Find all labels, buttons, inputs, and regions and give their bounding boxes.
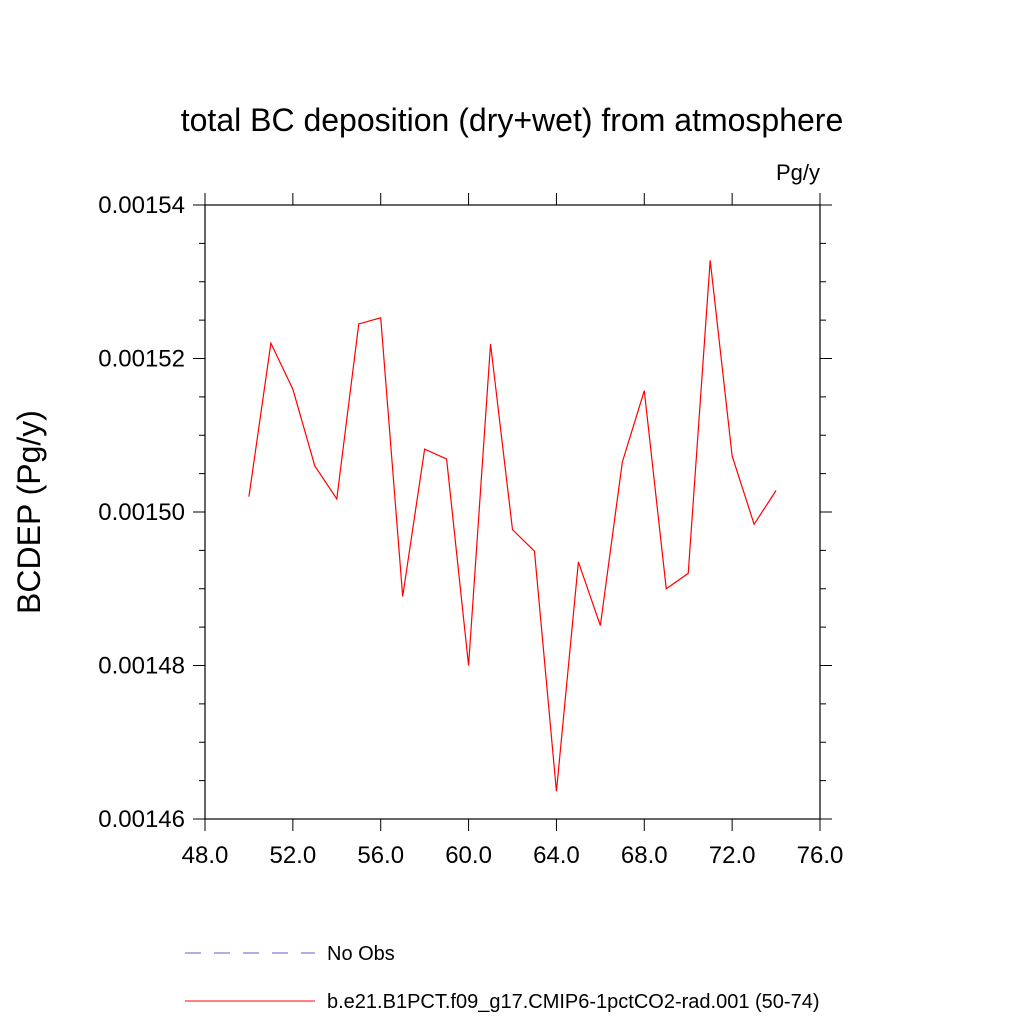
y-tick-label: 0.00152 bbox=[98, 346, 185, 373]
data-point bbox=[402, 596, 403, 597]
data-point bbox=[622, 462, 623, 463]
series-line bbox=[248, 260, 777, 792]
data-point bbox=[534, 551, 535, 552]
data-point bbox=[666, 588, 667, 589]
x-tick-label: 56.0 bbox=[357, 842, 404, 869]
data-point bbox=[270, 343, 271, 344]
plot-frame bbox=[204, 204, 821, 820]
data-point bbox=[380, 317, 381, 318]
data-point bbox=[468, 665, 469, 666]
legend-label: No Obs bbox=[327, 943, 395, 965]
x-tick-label: 72.0 bbox=[709, 842, 756, 869]
x-tick-label: 68.0 bbox=[621, 842, 668, 869]
data-point bbox=[336, 498, 337, 499]
x-tick-label: 48.0 bbox=[182, 842, 229, 869]
data-point bbox=[248, 496, 249, 497]
x-tick-label: 76.0 bbox=[797, 842, 844, 869]
data-point bbox=[358, 323, 359, 324]
chart-title: total BC deposition (dry+wet) from atmos… bbox=[181, 102, 844, 138]
data-point bbox=[688, 573, 689, 574]
y-tick-label: 0.00146 bbox=[98, 806, 185, 833]
data-point bbox=[424, 448, 425, 449]
legend-label: b.e21.B1PCT.f09_g17.CMIP6-1pctCO2-rad.00… bbox=[327, 991, 820, 1013]
data-point bbox=[600, 625, 601, 626]
data-point bbox=[292, 389, 293, 390]
ticks bbox=[193, 193, 832, 831]
data-point bbox=[710, 260, 711, 261]
data-point bbox=[754, 524, 755, 525]
data-point bbox=[578, 561, 579, 562]
x-tick-label: 52.0 bbox=[269, 842, 316, 869]
data-point bbox=[556, 791, 557, 792]
x-tick-label: 64.0 bbox=[533, 842, 580, 869]
data-point bbox=[490, 343, 491, 344]
units-label: Pg/y bbox=[776, 160, 820, 185]
y-axis-label: BCDEP (Pg/y) bbox=[11, 410, 47, 614]
data-point bbox=[644, 390, 645, 391]
data-point bbox=[512, 529, 513, 530]
data-point bbox=[732, 455, 733, 456]
y-tick-label: 0.00148 bbox=[98, 653, 185, 680]
legend: No Obs b.e21.B1PCT.f09_g17.CMIP6-1pctCO2-… bbox=[185, 943, 820, 1013]
data-point bbox=[314, 465, 315, 466]
data-point bbox=[446, 458, 447, 459]
tick-labels: 48.0 52.0 56.0 60.0 64.0 68.0 72.0 76.0 0.00146 0… bbox=[98, 192, 843, 869]
y-tick-label: 0.00150 bbox=[98, 499, 185, 526]
data-point bbox=[775, 490, 776, 491]
series-layer bbox=[248, 260, 777, 792]
x-tick-label: 60.0 bbox=[445, 842, 492, 869]
y-tick-label: 0.00154 bbox=[98, 192, 185, 219]
